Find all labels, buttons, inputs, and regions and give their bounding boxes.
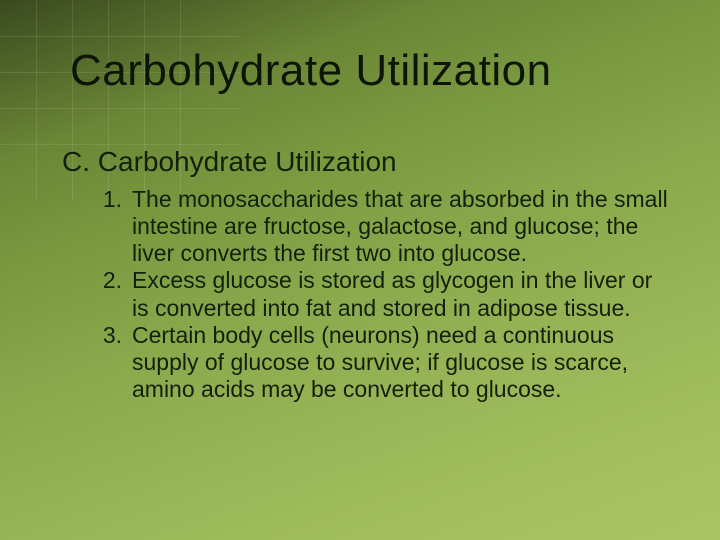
list-item: 1. The monosaccharides that are absorbed…: [98, 186, 672, 267]
slide-title: Carbohydrate Utilization: [70, 46, 552, 96]
section-list: 1. The monosaccharides that are absorbed…: [98, 186, 672, 403]
list-item-text: Certain body cells (neurons) need a cont…: [132, 322, 672, 403]
list-item-number: 3.: [98, 322, 132, 403]
list-item-number: 2.: [98, 267, 132, 321]
list-item-text: The monosaccharides that are absorbed in…: [132, 186, 672, 267]
section-heading: C. Carbohydrate Utilization: [62, 146, 672, 178]
section-label: C.: [62, 146, 90, 177]
list-item: 2. Excess glucose is stored as glycogen …: [98, 267, 672, 321]
section-body: C. Carbohydrate Utilization 1. The monos…: [62, 146, 672, 403]
list-item-text: Excess glucose is stored as glycogen in …: [132, 267, 672, 321]
section-heading-text: Carbohydrate Utilization: [98, 146, 397, 177]
list-item: 3. Certain body cells (neurons) need a c…: [98, 322, 672, 403]
list-item-number: 1.: [98, 186, 132, 267]
